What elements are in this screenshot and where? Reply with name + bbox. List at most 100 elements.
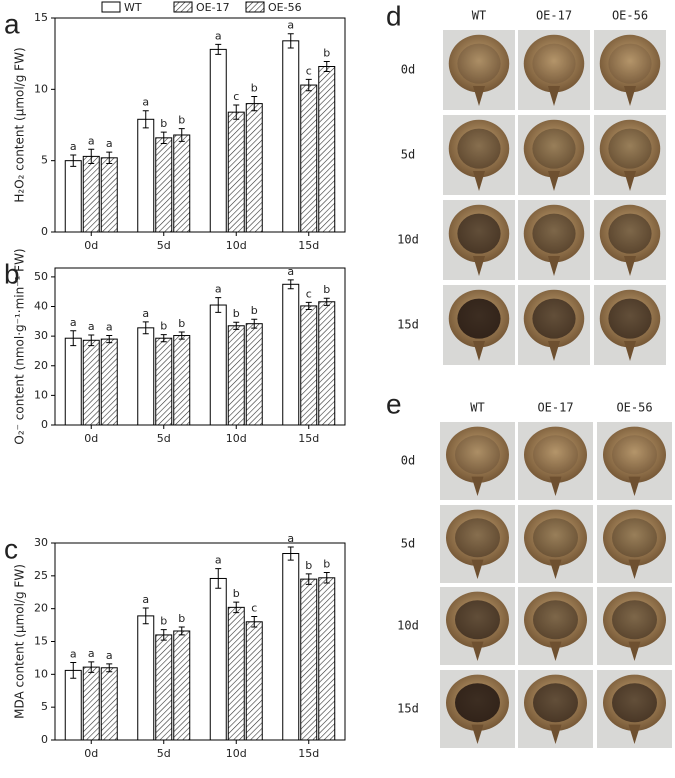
leaf — [524, 591, 587, 648]
stain — [457, 128, 501, 169]
significance-letter: a — [106, 649, 113, 662]
y-tick-label: 30 — [34, 536, 48, 549]
error-bar — [215, 43, 222, 55]
significance-letter: b — [305, 559, 312, 572]
error-bar — [160, 334, 167, 343]
significance-letter: a — [215, 29, 222, 42]
bar — [300, 578, 318, 741]
leaf — [523, 34, 585, 93]
row-header: 0d — [401, 454, 415, 468]
stain — [533, 600, 578, 640]
error-bar — [233, 321, 240, 330]
error-bar — [323, 297, 330, 306]
significance-letter: b — [178, 114, 185, 127]
error-bar — [106, 663, 113, 673]
panel-label: b — [4, 258, 20, 289]
bar — [300, 84, 318, 233]
error-bar — [88, 334, 95, 347]
bar — [100, 667, 118, 741]
x-tick-label: 10d — [226, 747, 247, 760]
bar — [82, 155, 100, 233]
leaf — [524, 509, 587, 566]
x-tick-label: 5d — [157, 747, 171, 760]
leaf — [599, 119, 661, 178]
leaf-stem — [624, 341, 636, 361]
leaf-stem — [549, 559, 562, 579]
panel-label: d — [386, 0, 402, 31]
x-tick-label: 15d — [298, 432, 319, 445]
stain — [457, 298, 501, 339]
stain — [608, 43, 652, 84]
stain — [612, 518, 657, 558]
panel-label: e — [386, 388, 402, 419]
bar — [227, 325, 245, 426]
bar — [82, 339, 100, 426]
stain — [612, 683, 657, 723]
stain — [532, 43, 576, 84]
bar — [137, 615, 155, 741]
error-bar — [70, 662, 77, 679]
bar — [137, 327, 155, 426]
leaf-stem — [624, 86, 636, 106]
leaf-stem — [471, 724, 484, 744]
error-bar — [142, 321, 149, 335]
row-header: 10d — [397, 619, 419, 633]
bar — [318, 66, 336, 233]
leaf-stem — [473, 171, 485, 191]
leaf — [524, 426, 587, 483]
bar — [300, 305, 318, 426]
column-header: OE-56 — [616, 401, 652, 415]
y-tick-label: 15 — [34, 635, 48, 648]
y-tick-label: 5 — [41, 154, 48, 167]
significance-letter: a — [106, 321, 113, 334]
error-bar — [88, 148, 95, 165]
leaf-stem — [548, 171, 560, 191]
leaf — [523, 204, 585, 263]
leaf-stem — [624, 171, 636, 191]
leaf — [603, 509, 666, 566]
leaf-stem — [473, 341, 485, 361]
x-tick-label: 0d — [84, 239, 98, 252]
column-header: WT — [470, 401, 484, 415]
x-tick-label: 0d — [84, 747, 98, 760]
y-tick-label: 20 — [34, 602, 48, 615]
significance-letter: a — [70, 648, 77, 661]
error-bar — [305, 78, 312, 92]
significance-letter: a — [142, 96, 149, 109]
significance-letter: a — [142, 307, 149, 320]
legend-swatch — [245, 1, 265, 13]
stain — [533, 435, 578, 475]
bar — [100, 338, 118, 426]
error-bar — [178, 626, 185, 636]
significance-letter: a — [70, 140, 77, 153]
bar — [155, 337, 173, 426]
significance-letter: a — [70, 316, 77, 329]
error-bar — [106, 335, 113, 344]
error-bar — [215, 297, 222, 313]
significance-letter: a — [88, 134, 95, 147]
significance-letter: b — [160, 320, 167, 333]
bar — [100, 157, 118, 233]
leaf — [599, 204, 661, 263]
error-bar — [251, 95, 258, 112]
y-tick-label: 10 — [34, 667, 48, 680]
y-tick-label: 0 — [41, 225, 48, 238]
significance-letter: a — [88, 647, 95, 660]
bar — [82, 666, 100, 741]
bar — [173, 630, 191, 741]
row-header: 5d — [401, 537, 415, 551]
stain — [455, 683, 500, 723]
stain — [455, 435, 500, 475]
column-header: WT — [472, 9, 486, 23]
error-bar — [251, 318, 258, 329]
leaf — [523, 119, 585, 178]
stain — [533, 683, 578, 723]
bar — [209, 577, 227, 741]
y-tick-label: 10 — [34, 388, 48, 401]
leaf-stem — [473, 256, 485, 276]
bar — [209, 304, 227, 426]
leaf — [446, 426, 509, 483]
y-tick-label: 10 — [34, 82, 48, 95]
significance-letter: b — [323, 558, 330, 571]
stain — [455, 518, 500, 558]
